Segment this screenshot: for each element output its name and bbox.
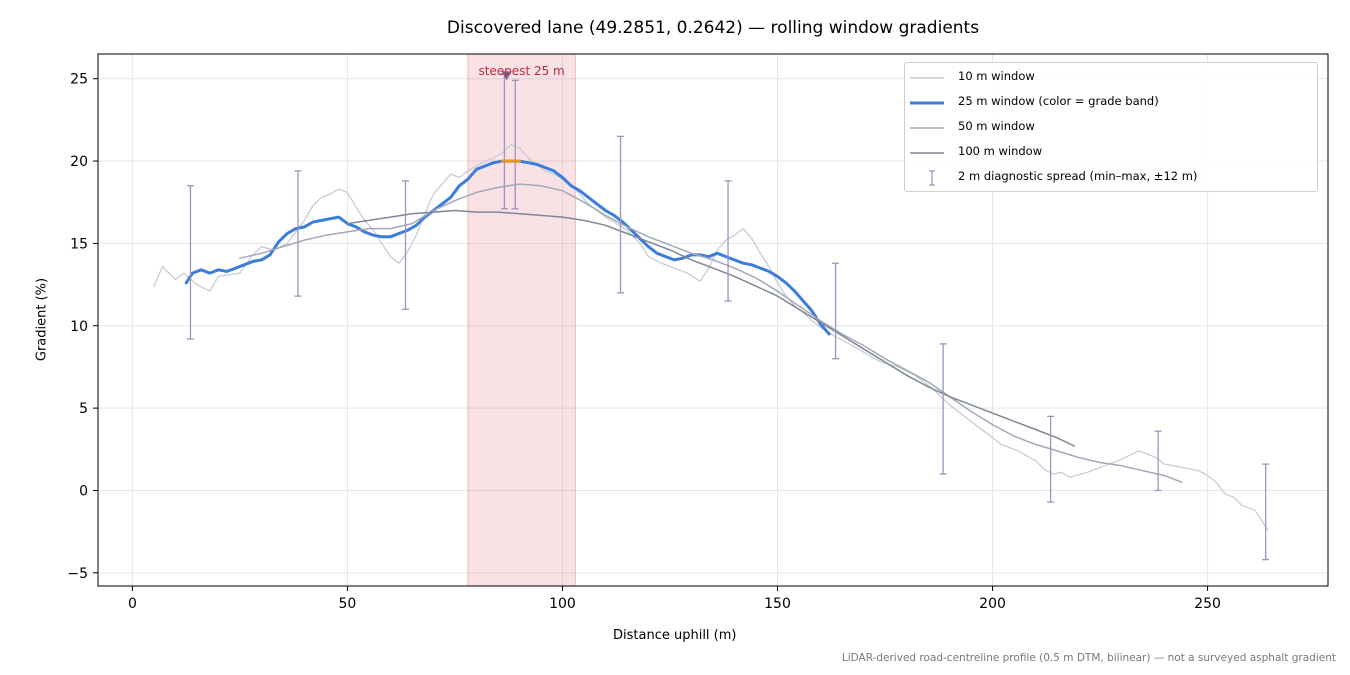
legend-item-50m: 50 m window bbox=[905, 118, 1317, 138]
x-tick-label: 50 bbox=[339, 596, 357, 612]
legend-item-10m: 10 m window bbox=[905, 68, 1317, 88]
legend-label-50m: 50 m window bbox=[958, 119, 1035, 133]
y-tick-label: 25 bbox=[70, 72, 88, 88]
y-tick-label: 20 bbox=[70, 154, 88, 170]
plot-frame bbox=[97, 53, 1329, 587]
x-tick-label: 200 bbox=[979, 596, 1006, 612]
series-line-50m bbox=[239, 183, 1183, 483]
y-tick-label: 15 bbox=[70, 236, 88, 252]
y-tick-label: 0 bbox=[79, 483, 88, 499]
legend-item-errorbars: 2 m diagnostic spread (min–max, ±12 m) bbox=[905, 168, 1317, 188]
legend-swatch-errorbars bbox=[929, 170, 935, 186]
x-tick-label: 0 bbox=[128, 596, 137, 612]
legend-label-100m: 100 m window bbox=[958, 144, 1043, 158]
x-tick-label: 250 bbox=[1194, 596, 1221, 612]
legend-swatch-50m bbox=[910, 127, 944, 129]
legend-label-errorbars: 2 m diagnostic spread (min–max, ±12 m) bbox=[958, 169, 1198, 183]
footnote: LiDAR-derived road-centreline profile (0… bbox=[841, 652, 1336, 664]
legend-label-25m: 25 m window (color = grade band) bbox=[958, 94, 1159, 108]
x-tick-label: 100 bbox=[549, 596, 576, 612]
legend-swatch-10m bbox=[910, 77, 944, 79]
y-tick-label: −5 bbox=[67, 566, 88, 582]
steepest-label: steepest 25 m bbox=[478, 64, 564, 78]
y-tick-label: 10 bbox=[70, 319, 88, 335]
series-line-100m bbox=[346, 209, 1076, 447]
legend-swatch-25m bbox=[910, 101, 944, 105]
chart-title: Discovered lane (49.2851, 0.2642) — roll… bbox=[446, 18, 980, 38]
y-tick-label: 5 bbox=[79, 401, 88, 417]
steepest-marker bbox=[501, 71, 512, 81]
legend: 10 m window 25 m window (color = grade b… bbox=[904, 62, 1318, 192]
x-tick-label: 150 bbox=[764, 596, 791, 612]
x-axis-label: Distance uphill (m) bbox=[613, 628, 737, 643]
legend-label-10m: 10 m window bbox=[958, 69, 1035, 83]
y-axis-label: Gradient (%) bbox=[34, 277, 50, 362]
steepest-band bbox=[467, 53, 576, 587]
legend-item-25m: 25 m window (color = grade band) bbox=[905, 93, 1317, 113]
series-line-10m bbox=[153, 143, 1269, 531]
legend-swatch-100m bbox=[910, 152, 944, 154]
legend-item-100m: 100 m window bbox=[905, 143, 1317, 163]
